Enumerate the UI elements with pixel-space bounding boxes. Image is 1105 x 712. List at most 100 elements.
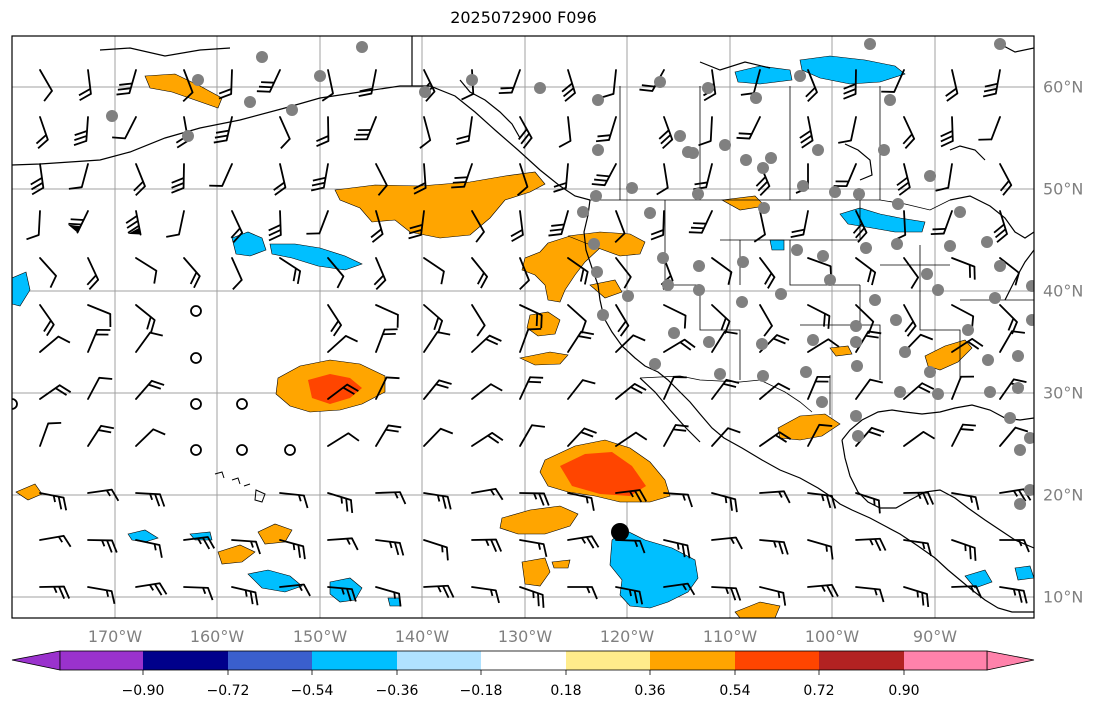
station-dot — [884, 94, 896, 106]
wind-barb — [999, 304, 1018, 335]
wind-barb — [656, 163, 669, 196]
lat-label: 50°N — [1043, 179, 1084, 199]
station-dot — [693, 260, 705, 272]
colorbar-frame — [59, 650, 988, 671]
wind-barb — [183, 257, 201, 289]
wind-barb — [945, 69, 959, 102]
wind-barb — [112, 116, 137, 140]
wind-barb — [321, 69, 334, 102]
wind-barb — [135, 257, 158, 284]
wind-barb — [183, 536, 216, 550]
wind-barb — [135, 539, 163, 558]
station-dot — [794, 70, 806, 82]
wind-barb — [423, 331, 451, 353]
wind-barb — [650, 210, 665, 241]
wind-barb — [30, 163, 45, 196]
wind-barb — [663, 338, 696, 353]
wind-barb — [838, 116, 857, 144]
wind-barb — [711, 536, 743, 550]
lon-label: 140°W — [394, 627, 450, 646]
station-dot — [588, 238, 600, 250]
map-frame — [11, 35, 1035, 619]
wind-barb — [711, 586, 742, 601]
station-dot — [534, 82, 546, 94]
wind-barb — [39, 304, 55, 337]
wind-barb — [740, 69, 761, 96]
wind-barb — [807, 304, 831, 329]
wind-barb — [316, 116, 330, 148]
colorbar-extend-min — [11, 650, 61, 671]
colorbar-tick-label: −0.36 — [375, 683, 419, 699]
wind-barb — [519, 539, 548, 558]
calm-marker — [190, 305, 202, 317]
colorbar-tick-label: 0.36 — [634, 683, 666, 699]
station-dot — [736, 296, 748, 308]
station-dot — [674, 130, 686, 142]
station-dot — [192, 74, 204, 86]
colorbar — [11, 650, 1035, 675]
wind-barb — [903, 586, 930, 608]
calm-marker — [236, 444, 248, 456]
colorbar-cell — [481, 651, 566, 670]
station-dot — [592, 144, 604, 156]
wind-barb — [375, 304, 399, 328]
wind-barb — [135, 582, 168, 596]
wind-barb — [759, 304, 773, 337]
wind-barb — [663, 539, 691, 559]
wind-barb — [951, 257, 976, 280]
wind-barb — [615, 382, 647, 400]
station-dot — [286, 104, 298, 116]
wind-barb — [423, 492, 452, 510]
wind-barb — [135, 331, 163, 353]
station-dot — [850, 320, 862, 332]
colorbar-cell — [566, 651, 650, 670]
wind-barb — [855, 257, 877, 286]
wind-barb — [951, 423, 976, 447]
wind-barb — [375, 376, 400, 400]
lat-label: 40°N — [1043, 281, 1084, 301]
positive-anomaly-regions — [15, 73, 973, 618]
wind-barb — [39, 335, 71, 353]
wind-barb — [567, 586, 598, 600]
colorbar-tick-label: 0.72 — [803, 683, 835, 699]
station-dot — [924, 170, 936, 182]
wind-barb — [68, 163, 89, 190]
wind-barb — [548, 210, 569, 237]
storm-center-marker — [611, 523, 629, 541]
wind-barb — [471, 257, 489, 289]
station-dot — [962, 324, 974, 336]
wind-barb — [567, 379, 596, 400]
station-dot — [1014, 498, 1026, 510]
station-dot — [850, 336, 862, 348]
station-dot — [1024, 484, 1034, 496]
wind-barb — [881, 69, 905, 93]
station-dot — [994, 260, 1006, 272]
station-dot — [860, 242, 872, 254]
wind-barb — [807, 492, 837, 509]
wind-barb — [354, 116, 377, 141]
wind-barb — [807, 338, 840, 353]
wind-barb — [855, 586, 885, 603]
station-dot — [984, 386, 996, 398]
hawaii-islands — [214, 471, 266, 503]
colorbar-cell — [228, 651, 312, 670]
wind-barb — [999, 426, 1029, 447]
wind-barb — [759, 431, 792, 447]
wind-barb — [567, 427, 597, 447]
wind-barb — [855, 537, 887, 552]
negative-anomaly-regions — [12, 55, 1034, 609]
wind-barb — [519, 376, 544, 400]
wind-barb — [471, 432, 504, 447]
station-dot — [954, 206, 966, 218]
station-dot — [982, 354, 994, 366]
wind-barb — [903, 382, 935, 400]
station-dot — [807, 334, 819, 346]
wind-barb — [375, 586, 402, 607]
wind-barb — [940, 116, 954, 148]
station-dot — [740, 154, 752, 166]
wind-barb — [951, 585, 983, 599]
colorbar-tick-label: −0.72 — [206, 683, 250, 699]
wind-barb — [711, 427, 741, 447]
station-dot — [878, 144, 890, 156]
wind-barb — [852, 210, 868, 243]
